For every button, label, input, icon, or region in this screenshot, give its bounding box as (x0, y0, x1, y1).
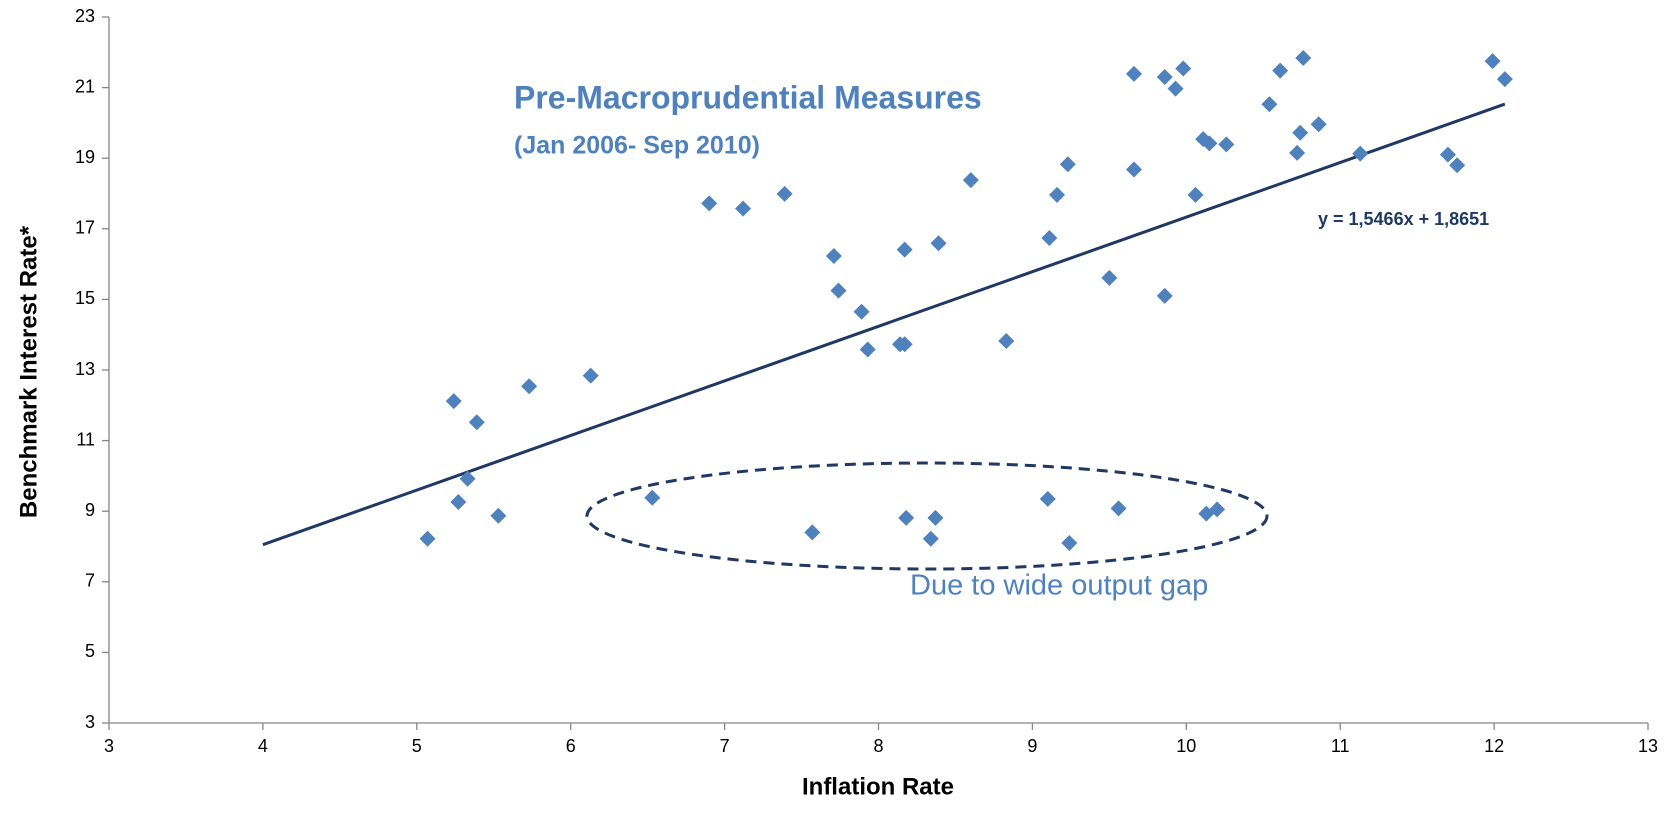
scatter-point (1201, 135, 1218, 152)
scatter-point (1039, 490, 1056, 507)
y-tick-label: 15 (75, 288, 95, 308)
scatter-point (962, 172, 979, 189)
scatter-point (930, 235, 947, 252)
chart-subtitle: (Jan 2006- Sep 2010) (514, 132, 760, 160)
scatter-point (1261, 96, 1278, 113)
y-tick-label: 23 (75, 6, 95, 26)
scatter-point (1439, 146, 1456, 163)
scatter-point (468, 414, 485, 431)
scatter-point (998, 333, 1015, 350)
scatter-point (1198, 505, 1215, 522)
y-tick-label: 21 (75, 76, 95, 96)
scatter-point (1059, 156, 1076, 173)
scatter-point (1110, 500, 1127, 517)
y-tick-label: 9 (85, 500, 95, 520)
y-axis-label: Benchmark Interest Rate* (15, 225, 42, 518)
scatter-point (1167, 80, 1184, 97)
scatter-point (1352, 145, 1369, 162)
y-tick-label: 19 (75, 147, 95, 167)
x-tick-label: 12 (1484, 736, 1504, 756)
scatter-point (459, 470, 476, 487)
scatter-point (927, 509, 944, 526)
scatter-point (1175, 60, 1192, 77)
x-tick-label: 9 (1027, 736, 1037, 756)
y-tick-label: 13 (75, 359, 95, 379)
y-tick-label: 7 (85, 571, 95, 591)
x-tick-label: 7 (720, 736, 730, 756)
scatter-point (1041, 229, 1058, 246)
scatter-point (445, 393, 462, 410)
scatter-point (1209, 501, 1226, 518)
scatter-point (1272, 62, 1289, 79)
scatter-point (896, 336, 913, 353)
scatter-point (830, 282, 847, 299)
scatter-point (853, 303, 870, 320)
x-tick-label: 3 (104, 736, 114, 756)
x-axis-label: Inflation Rate (802, 773, 954, 800)
scatter-point (825, 247, 842, 264)
scatter-point (735, 200, 752, 217)
scatter-point (1310, 116, 1327, 133)
scatter-point (1449, 157, 1466, 174)
chart-title: Pre-Macroprudential Measures (514, 79, 982, 115)
scatter-point (1049, 186, 1066, 203)
scatter-point (1496, 71, 1513, 88)
x-tick-label: 5 (412, 736, 422, 756)
annotation: Due to wide output gap (910, 570, 1208, 602)
scatter-point (1484, 53, 1501, 70)
scatter-point (1295, 49, 1312, 66)
scatter-point (1292, 124, 1309, 141)
scatter-point (582, 367, 599, 384)
scatter-point (521, 378, 538, 395)
trendline (262, 102, 1506, 547)
scatter-point (896, 241, 913, 258)
y-tick-label: 11 (76, 429, 95, 449)
scatter-point (419, 530, 436, 547)
scatter-point (1156, 287, 1173, 304)
scatter-point (776, 185, 793, 202)
x-tick-label: 10 (1176, 736, 1196, 756)
scatter-point (701, 195, 718, 212)
y-tick-label: 5 (85, 641, 95, 661)
scatter-point (898, 509, 915, 526)
y-tick-label: 17 (75, 218, 95, 238)
x-tick-label: 4 (258, 736, 268, 756)
scatter-point (1187, 186, 1204, 203)
scatter-point (859, 341, 876, 358)
x-tick-label: 11 (1331, 736, 1350, 756)
highlight-ellipse (585, 461, 1269, 571)
scatter-point (1289, 144, 1306, 161)
scatter-point (1125, 161, 1142, 178)
scatter-point (804, 524, 821, 541)
scatter-point (1218, 136, 1235, 153)
scatter-point (490, 507, 507, 524)
scatter-point (1061, 534, 1078, 551)
x-tick-label: 6 (566, 736, 576, 756)
y-tick-label: 3 (85, 712, 95, 732)
trendline-equation: y = 1,5466x + 1,8651 (1318, 209, 1489, 229)
scatter-point (1156, 69, 1173, 86)
scatter-point (644, 489, 661, 506)
x-tick-label: 8 (873, 736, 883, 756)
scatter-point (922, 530, 939, 547)
scatter-point (450, 494, 467, 511)
scatter-point (1101, 269, 1118, 286)
x-tick-label: 13 (1638, 736, 1658, 756)
scatter-point (1125, 65, 1142, 82)
